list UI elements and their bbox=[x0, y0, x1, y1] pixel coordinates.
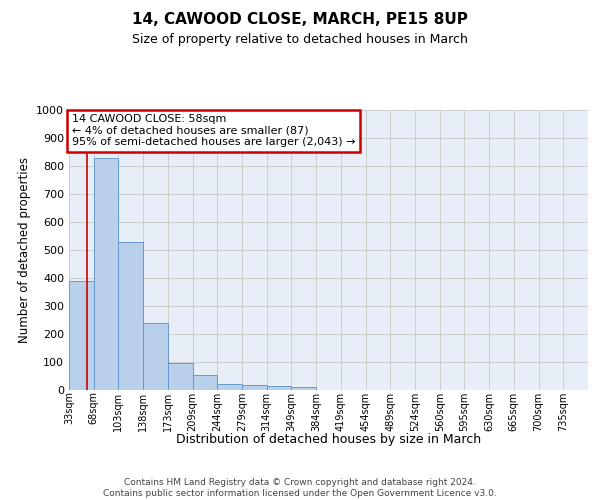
Bar bbox=[217, 384, 242, 390]
Bar bbox=[69, 281, 94, 390]
Bar bbox=[94, 158, 118, 390]
Text: Contains HM Land Registry data © Crown copyright and database right 2024.
Contai: Contains HM Land Registry data © Crown c… bbox=[103, 478, 497, 498]
Bar bbox=[143, 323, 168, 390]
Bar bbox=[292, 387, 316, 390]
Text: Size of property relative to detached houses in March: Size of property relative to detached ho… bbox=[132, 32, 468, 46]
Bar bbox=[118, 242, 143, 390]
Bar bbox=[193, 375, 217, 390]
Bar bbox=[267, 386, 292, 390]
Y-axis label: Number of detached properties: Number of detached properties bbox=[17, 157, 31, 343]
Bar bbox=[168, 363, 193, 390]
Text: 14, CAWOOD CLOSE, MARCH, PE15 8UP: 14, CAWOOD CLOSE, MARCH, PE15 8UP bbox=[132, 12, 468, 28]
Text: Distribution of detached houses by size in March: Distribution of detached houses by size … bbox=[176, 432, 481, 446]
Text: 14 CAWOOD CLOSE: 58sqm
← 4% of detached houses are smaller (87)
95% of semi-deta: 14 CAWOOD CLOSE: 58sqm ← 4% of detached … bbox=[71, 114, 355, 148]
Bar bbox=[242, 385, 267, 390]
